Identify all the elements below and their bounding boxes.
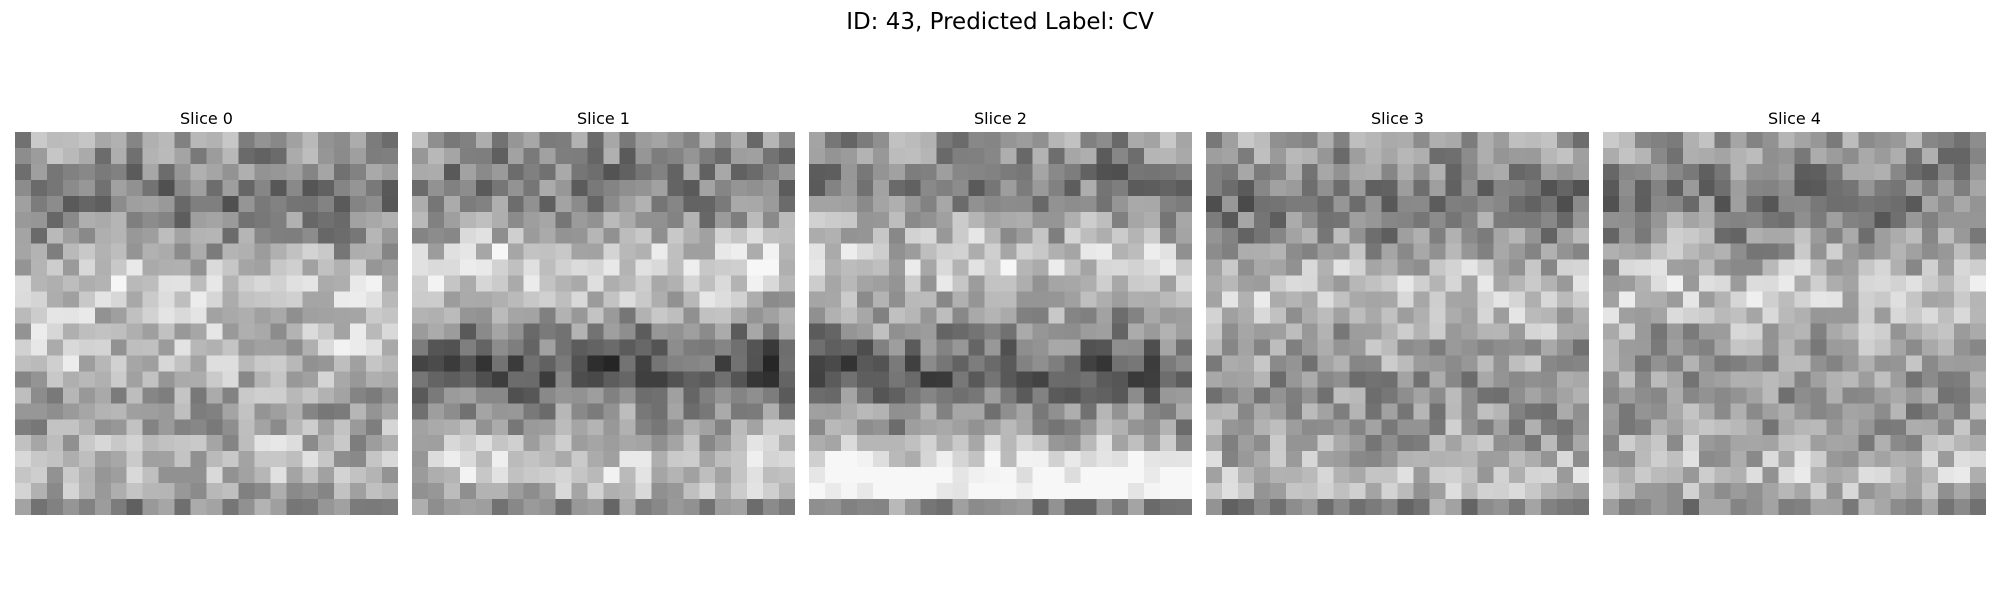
slice-image-4 <box>1603 132 1986 515</box>
slice-title-2: Slice 2 <box>974 109 1027 128</box>
slice-title-4: Slice 4 <box>1768 109 1821 128</box>
slice-panel-2: Slice 2 <box>809 106 1192 515</box>
figure-title: ID: 43, Predicted Label: CV <box>846 9 1154 35</box>
slice-panel-4: Slice 4 <box>1603 106 1986 515</box>
slice-title-3: Slice 3 <box>1371 109 1424 128</box>
slice-title-0: Slice 0 <box>180 109 233 128</box>
slice-panel-1: Slice 1 <box>412 106 795 515</box>
slice-title-1: Slice 1 <box>577 109 630 128</box>
slice-image-0 <box>15 132 398 515</box>
slice-panel-3: Slice 3 <box>1206 106 1589 515</box>
slice-panel-0: Slice 0 <box>15 106 398 515</box>
slice-image-1 <box>412 132 795 515</box>
slice-image-3 <box>1206 132 1589 515</box>
slice-image-2 <box>809 132 1192 515</box>
